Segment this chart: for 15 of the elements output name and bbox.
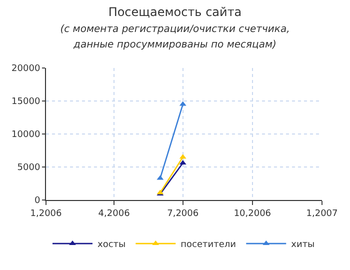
y-tick-label: 15000 bbox=[12, 97, 40, 108]
chart-subtitle: (с момента регистрации/очистки счетчика, данные просуммированы по месяцам) bbox=[60, 24, 290, 50]
x-tick-label: 10,2006 bbox=[234, 208, 272, 219]
x-tick-label: 4,2006 bbox=[98, 208, 130, 219]
chart-title: Посещаемость сайта bbox=[108, 5, 242, 20]
x-tick-label: 7,2006 bbox=[167, 208, 199, 219]
y-tick-label: 20000 bbox=[12, 64, 40, 74]
y-tick-label: 10000 bbox=[12, 130, 40, 140]
y-tick-label: 5000 bbox=[17, 163, 40, 174]
legend-label: посетители bbox=[180, 240, 236, 250]
x-tick-label: 1,2006 bbox=[30, 208, 62, 219]
legend-label: хосты bbox=[98, 240, 126, 250]
legend-label: хиты bbox=[291, 240, 315, 250]
y-tick-label: 0 bbox=[34, 196, 40, 206]
x-tick-label: 1,2007 bbox=[306, 208, 338, 219]
